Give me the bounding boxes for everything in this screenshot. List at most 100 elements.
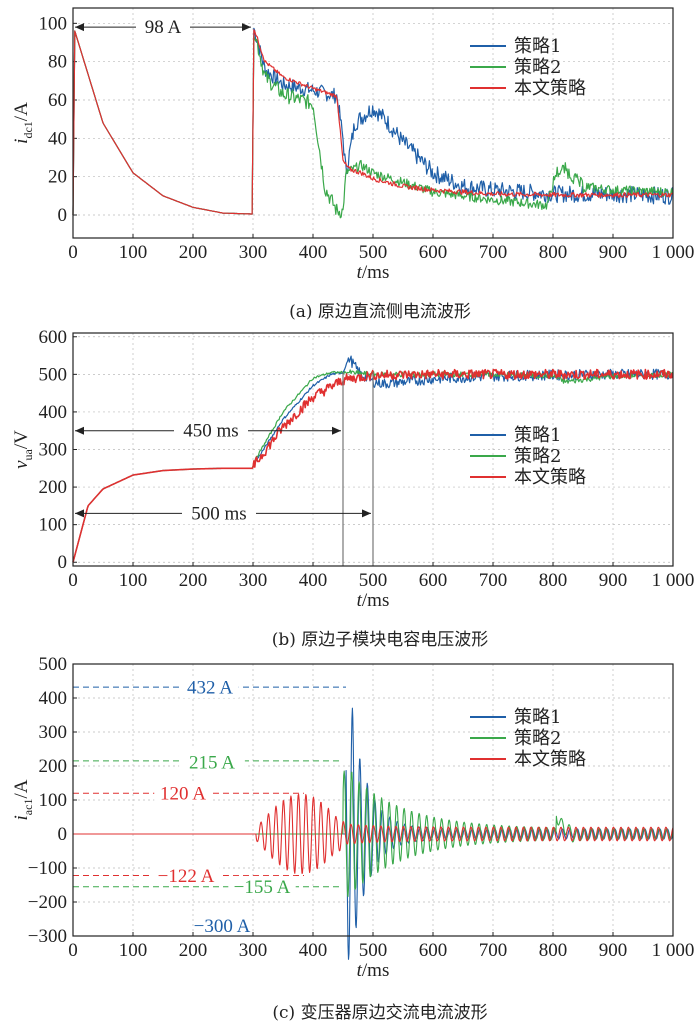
x-tick-label: 600 [419, 570, 448, 591]
y-tick-label: −300 [28, 926, 67, 947]
x-tick-label: 200 [179, 570, 208, 591]
caption-b: (b) 原边子模块电容电压波形 [272, 630, 489, 650]
x-tick-label: 900 [599, 242, 628, 263]
annotation-bg [228, 875, 296, 898]
y-tick-label: 80 [48, 52, 67, 73]
plot-frame [72, 332, 674, 567]
y-tick-label: 400 [39, 402, 68, 423]
series-line-3 [72, 368, 674, 563]
annotation-label: 500 ms [191, 503, 246, 524]
x-tick-label: 300 [239, 570, 268, 591]
y-tick-label: 500 [39, 654, 68, 675]
y-axis-label: idc1/A [11, 102, 35, 144]
y-tick-label: 100 [39, 790, 68, 811]
y-tick-label: 300 [39, 440, 68, 461]
x-tick-label: 0 [68, 242, 78, 263]
legend-label: 策略1 [514, 707, 561, 728]
arrow-head [75, 426, 84, 435]
annotation-label: 98 A [145, 17, 182, 38]
peak-annotation-label: −155 A [234, 877, 291, 898]
peak-annotation-label: −122 A [158, 866, 215, 887]
annotation-bg [174, 419, 248, 442]
legend-label: 策略2 [514, 446, 561, 467]
legend-label: 本文策略 [514, 749, 586, 770]
y-axis-label: iac1/A [11, 779, 35, 820]
peak-annotation-label: −300 A [194, 916, 251, 937]
caption-a: (a) 原边直流侧电流波形 [289, 302, 471, 322]
annotation-bg [136, 16, 190, 39]
series-line-3 [72, 29, 673, 216]
x-tick-label: 900 [599, 570, 628, 591]
x-axis-label: t/ms [357, 960, 390, 981]
x-tick-label: 100 [119, 242, 148, 263]
y-tick-label: 300 [39, 722, 68, 743]
y-tick-label: −200 [28, 892, 67, 913]
x-tick-label: 100 [119, 570, 148, 591]
annotation-label: 450 ms [183, 421, 238, 442]
x-tick-label: 100 [119, 940, 148, 961]
arrow-head [362, 509, 371, 518]
legend-label: 策略1 [514, 36, 561, 57]
x-tick-label: 400 [299, 570, 328, 591]
x-tick-label: 500 [359, 570, 388, 591]
y-tick-label: −100 [28, 858, 67, 879]
legend-label: 本文策略 [514, 78, 586, 99]
x-tick-label: 900 [599, 940, 628, 961]
peak-annotation-label: 120 A [160, 784, 206, 805]
y-tick-label: 0 [58, 205, 68, 226]
caption-c: (c) 变压器原边交流电流波形 [272, 1003, 487, 1023]
x-tick-label: 0 [68, 940, 78, 961]
x-tick-label: 0 [68, 570, 78, 591]
legend-label: 本文策略 [514, 467, 586, 488]
annotation-bg [179, 748, 245, 774]
x-tick-label: 500 [359, 940, 388, 961]
chart-c: 0 100 200 300 400 500 600 700 800 900 1 000 −300 −20… [11, 654, 694, 981]
legend-label: 策略2 [514, 57, 561, 78]
y-tick-label: 60 [48, 90, 67, 111]
arrow-head [75, 23, 84, 32]
x-tick-label: 600 [419, 940, 448, 961]
y-axis-label: vua/V [11, 430, 35, 469]
y-tick-label: 200 [39, 477, 68, 498]
peak-annotation-label: 215 A [189, 752, 235, 773]
chart-a: 0 100 200 300 400 500 600 700 800 900 1 000 0 20 40 60… [11, 7, 695, 283]
x-tick-label: 400 [299, 940, 328, 961]
arrow-head [75, 509, 84, 518]
y-tick-label: 0 [58, 824, 68, 845]
x-axis-label: t/ms [357, 262, 390, 283]
y-tick-label: 0 [58, 552, 68, 573]
annotation-bg [182, 502, 256, 525]
annotation-bg [154, 782, 212, 804]
peak-annotation-label: 432 A [187, 677, 233, 698]
x-tick-label: 200 [179, 940, 208, 961]
y-tick-label: 600 [39, 327, 68, 348]
x-tick-label: 400 [299, 242, 328, 263]
x-tick-label: 1 000 [652, 940, 695, 961]
x-tick-label: 700 [479, 940, 508, 961]
x-tick-label: 600 [419, 242, 448, 263]
x-tick-label: 300 [239, 940, 268, 961]
x-axis-label: t/ms [357, 590, 390, 611]
plot-frame [72, 663, 674, 937]
legend-label: 策略1 [514, 425, 561, 446]
chart-b: 0 100 200 300 400 500 600 700 800 900 1 000 0 100 200… [11, 327, 694, 611]
plot-frame [72, 7, 674, 239]
x-tick-label: 500 [359, 242, 388, 263]
y-tick-label: 500 [39, 364, 68, 385]
x-tick-label: 700 [479, 242, 508, 263]
x-tick-label: 300 [239, 242, 268, 263]
annotation-bg [152, 864, 220, 887]
x-tick-label: 800 [539, 570, 568, 591]
series-line-3 [72, 793, 674, 874]
arrow-head [332, 426, 341, 435]
y-tick-label: 200 [39, 756, 68, 777]
y-tick-label: 100 [39, 515, 68, 536]
x-tick-label: 200 [179, 242, 208, 263]
x-tick-label: 800 [539, 242, 568, 263]
x-tick-label: 700 [479, 570, 508, 591]
annotation-bg [181, 676, 239, 698]
x-tick-label: 1 000 [652, 570, 695, 591]
x-tick-label: 1 000 [652, 242, 695, 263]
y-tick-label: 40 [48, 128, 67, 149]
